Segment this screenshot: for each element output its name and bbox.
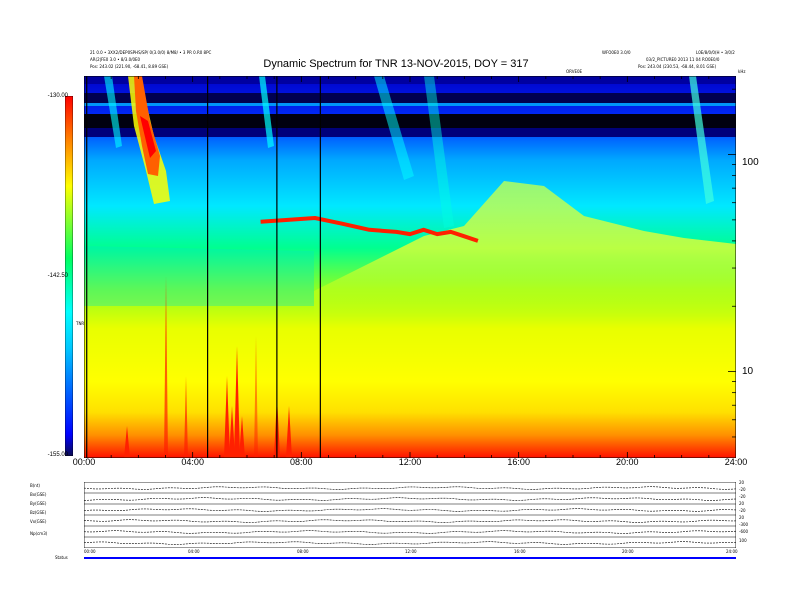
header-info-left-3: Pos: 243.02 (221.90, -68.41, 8.89 GSE): [90, 64, 169, 69]
status-bar: [84, 557, 736, 559]
burst-streak-5: [424, 76, 454, 228]
colorbar-tick-top: -130.00: [47, 93, 68, 99]
burst-streak-2: [259, 76, 274, 148]
aux-x-tick-4: 16:00: [514, 549, 526, 554]
aux-label-vx: Vx(GSE): [30, 519, 47, 524]
storm-enhancement: [314, 181, 736, 316]
quiet-band: [84, 246, 314, 306]
chart-title: Dynamic Spectrum for TNR 13-NOV-2015, DO…: [263, 58, 529, 70]
aux-right-tick-0: 20: [739, 480, 745, 485]
spectrogram: [84, 76, 736, 458]
aux-label-by: By(GSE): [30, 501, 47, 506]
colorbar-tick-bottom: -155.00: [47, 452, 68, 458]
header-info-right-4: Pos: 243.04 (230.53, -68.44, 8.01 GSE): [638, 64, 717, 69]
aux-label-b: B(nt): [30, 483, 40, 488]
aux-label-bz: Bz(GSE): [30, 510, 47, 515]
aux-panels: [84, 482, 736, 548]
status-label: Status: [55, 555, 68, 560]
aux-right-tick-6: -300: [739, 522, 749, 527]
header-mid-label: ORVE0E: [566, 69, 583, 74]
aux-trace-1: [84, 497, 736, 501]
y-tick-label-10: 10: [742, 366, 754, 377]
aux-x-tick-6: 24:00: [726, 549, 738, 554]
x-axis-ticks: [84, 76, 736, 458]
x-tick-label-3: 12:00: [398, 457, 422, 467]
aux-label-np: Np(cm3): [30, 531, 48, 536]
aux-x-tick-5: 20:00: [622, 549, 634, 554]
aux-right-tick-8: 100: [739, 538, 747, 543]
aux-trace-0: [84, 486, 736, 490]
aux-label-bx: Bx(GSE): [30, 492, 47, 497]
aux-right-tick-4: -20: [739, 508, 746, 513]
x-tick-label-2: 08:00: [290, 457, 313, 467]
y-tick-label-100: 100: [742, 157, 759, 168]
corner-unit-label: kHz: [738, 69, 746, 74]
x-tick-label-0: 00:00: [72, 457, 96, 467]
x-tick-label-1: 04:00: [181, 457, 204, 467]
header-info-left-2: AR(2|FE0 3.0 • 8/3.0/0E0: [90, 57, 141, 62]
header-info-right-1: WFO0E0 3.0/0: [602, 50, 631, 55]
header-info-left-1: 21 0.0 • 3XX2/DEP0SPHS/SP/ 0(3.0/0) 8/M8…: [90, 50, 212, 55]
x-tick-label-4: 16:00: [507, 457, 530, 467]
aux-x-tick-0: 00:00: [84, 549, 96, 554]
aux-x-tick-2: 08:00: [297, 549, 309, 554]
low-frequency-spikes: [124, 276, 292, 458]
aux-right-tick-7: -600: [739, 529, 749, 534]
aux-right-tick-2: -20: [739, 494, 746, 499]
colorbar-label: TNR: [76, 321, 85, 326]
colorbar-tick-mid: -142.50: [47, 273, 68, 279]
burst-streak-1: [104, 76, 122, 148]
dark-band-3: [84, 128, 736, 137]
x-tick-label-5: 20:00: [616, 457, 639, 467]
aux-trace-2: [84, 508, 736, 512]
aux-right-tick-1: -20: [739, 487, 746, 492]
dark-band-2: [84, 114, 736, 128]
data-gap-lines: [86, 76, 321, 458]
header-info-right-3: 03/2_PICTURE0 2013 11 04 RO0E0/0: [646, 57, 720, 62]
aux-x-tick-3: 12:00: [405, 549, 417, 554]
header-info-right-2: L0E/8/0/0(H • 3/0/2: [696, 50, 735, 55]
aux-right-tick-3: 20: [739, 501, 745, 506]
colorbar: [65, 96, 73, 456]
light-strip: [84, 103, 736, 106]
radio-burst-core: [140, 116, 156, 158]
aux-right-tick-5: 20: [739, 515, 745, 520]
aux-trace-3: [84, 519, 736, 523]
burst-streak-4: [374, 76, 414, 180]
x-tick-label-6: 24:00: [724, 457, 748, 467]
aux-trace-5: [84, 541, 736, 545]
dark-band-1: [84, 93, 736, 103]
aux-trace-4: [84, 530, 736, 534]
aux-x-tick-1: 04:00: [188, 549, 200, 554]
burst-streak-3: [689, 76, 714, 204]
y-axis-ticks: [728, 88, 736, 458]
plasma-frequency-line: [260, 216, 479, 243]
aux-right-ticks: 20 -20 -20 20 -20 20 -300 -600 100: [739, 481, 759, 549]
